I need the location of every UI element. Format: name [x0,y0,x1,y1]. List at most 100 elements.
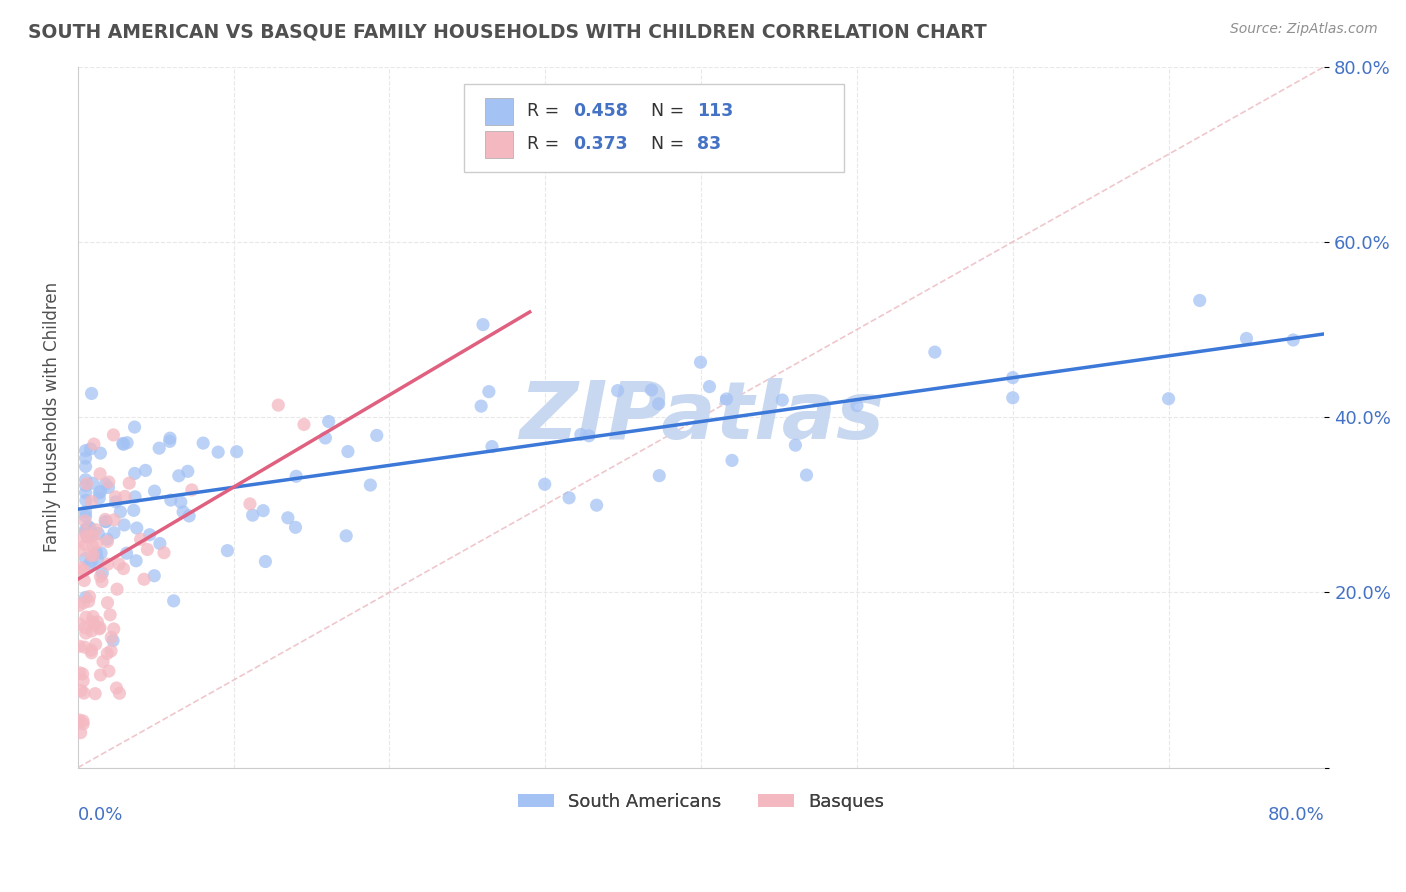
Point [86,552,108,566]
Point [80,526,103,541]
Point [149,536,172,550]
Point [122,503,145,517]
Point [314,431,336,445]
Point [103,622,125,636]
Point [167,468,190,483]
Point [143,484,166,499]
Point [1001,391,1024,405]
Point [89,569,111,583]
Point [94,477,117,491]
Point [172,505,194,519]
Point [75,538,97,552]
Point [134,463,156,477]
Point [73,686,96,700]
Point [70,683,93,698]
Text: 0.0%: 0.0% [77,806,124,824]
Point [108,686,131,700]
Point [80,494,103,508]
Point [75,525,97,540]
Point [125,554,148,568]
Point [1282,333,1305,347]
Text: R =: R = [527,103,564,120]
Point [143,568,166,582]
Point [82,609,104,624]
Point [118,476,141,491]
Point [79,526,101,541]
Point [335,529,357,543]
Point [97,480,120,494]
Point [716,392,738,406]
Point [478,384,501,399]
Point [72,563,94,577]
Point [163,594,186,608]
Point [72,717,94,731]
Point [84,687,107,701]
Point [75,591,97,605]
Point [69,533,91,548]
Point [252,503,274,517]
Point [96,534,118,549]
Text: ZIPatlas: ZIPatlas [519,378,883,456]
Point [75,459,97,474]
Point [606,384,628,398]
Point [159,434,181,449]
Point [86,535,108,549]
Point [578,429,600,443]
Point [103,428,125,442]
Point [100,644,122,658]
Point [77,594,100,608]
Point [699,379,721,393]
Point [72,714,94,728]
Point [1188,293,1211,308]
Text: Source: ZipAtlas.com: Source: ZipAtlas.com [1230,22,1378,37]
Point [110,505,132,519]
Point [132,572,155,586]
Point [75,509,97,524]
Point [207,445,229,459]
Point [75,473,97,487]
Point [136,542,159,557]
Point [69,665,91,680]
Point [124,490,146,504]
Point [585,498,607,512]
Point [105,681,128,695]
Text: 83: 83 [697,136,721,153]
Point [80,643,103,657]
Point [105,582,128,596]
Point [73,596,96,610]
Point [77,530,100,544]
Point [115,546,138,560]
Point [1236,331,1258,345]
Point [75,626,97,640]
Point [75,621,97,635]
Point [115,435,138,450]
Point [239,497,262,511]
Point [67,639,90,653]
Point [89,484,111,499]
Point [76,526,98,541]
Point [89,621,111,635]
Point [73,640,96,655]
Point [112,437,135,451]
Point [67,713,90,727]
Point [648,468,671,483]
Text: 0.458: 0.458 [572,103,627,120]
Point [845,399,868,413]
Point [796,468,818,483]
Point [97,664,120,678]
Point [129,533,152,547]
Point [785,438,807,452]
Point [366,428,388,442]
Point [75,551,97,566]
Point [170,495,193,509]
Point [75,505,97,519]
Point [640,383,662,397]
Point [267,398,290,412]
Point [103,513,125,527]
Point [533,477,555,491]
Point [569,427,592,442]
Point [82,529,104,543]
Point [86,545,108,559]
Point [138,527,160,541]
Point [103,525,125,540]
